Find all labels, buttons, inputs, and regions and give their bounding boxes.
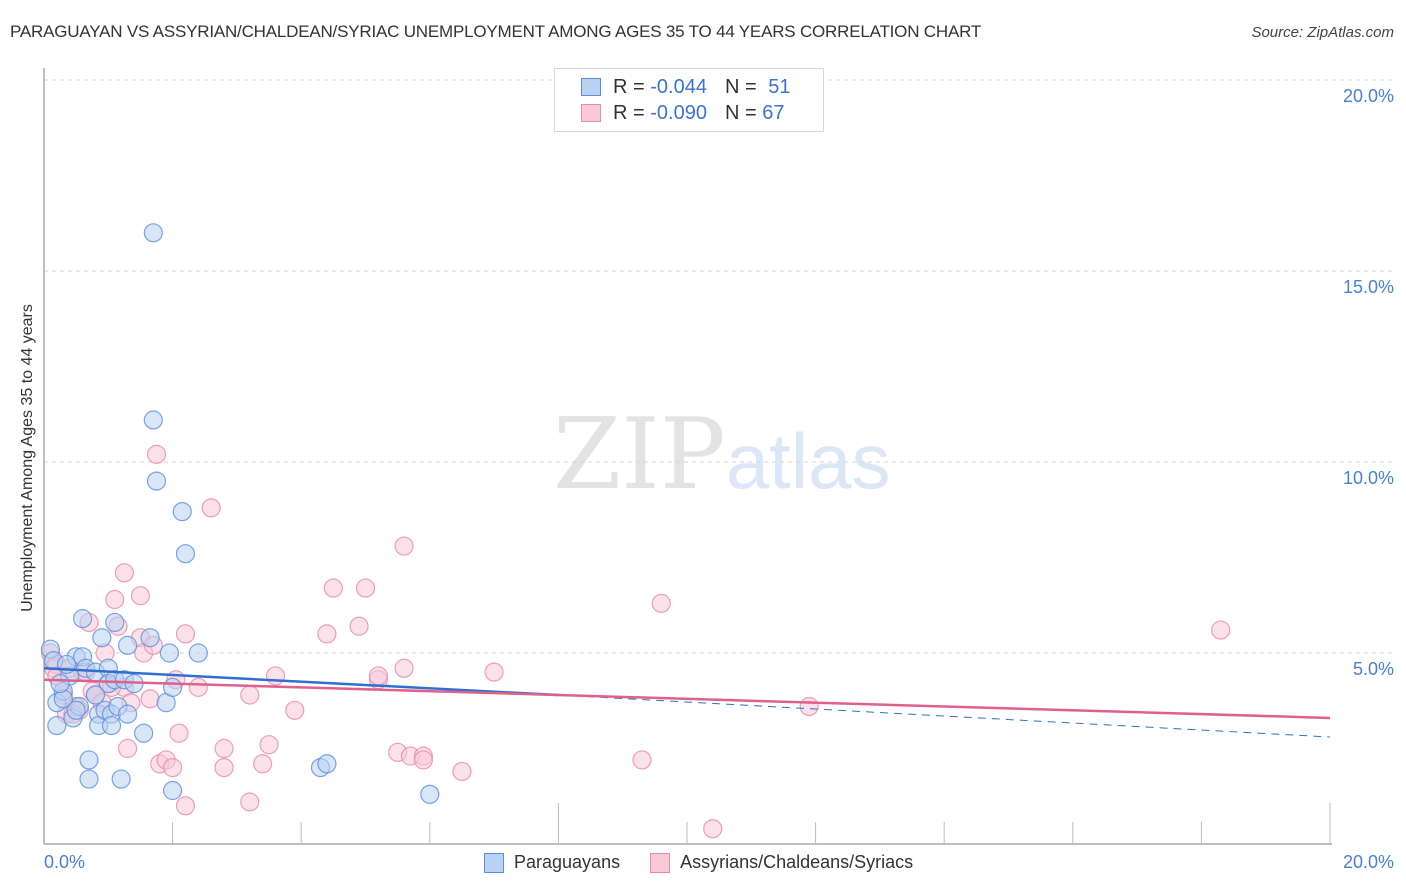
assyrians-point (349, 616, 369, 636)
paraguayans-point (79, 750, 99, 770)
assyrians-point (317, 624, 337, 644)
paraguayans-point (172, 502, 192, 522)
assyrians-point (175, 624, 196, 644)
paraguayans-point (188, 643, 208, 663)
paraguayans-point (317, 754, 337, 774)
assyrians-point (323, 578, 343, 598)
assyrians-point (201, 498, 221, 518)
paraguayans-point (146, 471, 167, 491)
assyrians-point (265, 666, 286, 686)
r-label: R = (613, 101, 645, 124)
paraguayans-swatch-icon (581, 78, 601, 96)
legend-label: Paraguayans (514, 852, 621, 872)
assyrians-point (146, 444, 167, 464)
n-label: N = (724, 101, 757, 124)
assyrians-point (394, 536, 414, 556)
n-label: N = (724, 75, 757, 98)
paraguayans-point (420, 784, 440, 804)
y-tick-10: 10.0% (1342, 468, 1394, 488)
assyrians-point (484, 662, 504, 682)
assyrians-point (355, 578, 376, 598)
y-axis-label: Unemployment Among Ages 35 to 44 years (19, 304, 36, 612)
r-value: -0.090 (650, 101, 707, 124)
paraguayans-point (159, 643, 179, 663)
x-tick-0: 0.0% (44, 852, 86, 872)
assyrians-point (259, 735, 279, 755)
paraguayans-point (50, 673, 70, 694)
n-value: 51 (768, 75, 791, 98)
paraguayans-point (163, 780, 183, 801)
paraguayans-point (92, 628, 112, 648)
paraguayans-trendline-extension (558, 694, 1331, 738)
assyrians-trendline (43, 678, 1331, 720)
paraguayans-swatch-icon (484, 852, 504, 873)
paraguayans-point (79, 769, 99, 789)
assyrians-point (632, 750, 652, 770)
legend-label: Assyrians/Chaldeans/Syriacs (680, 852, 914, 872)
assyrians-swatch-icon (581, 104, 601, 122)
assyrians-point (799, 696, 819, 717)
assyrians-point (169, 723, 189, 743)
assyrians-point (394, 658, 414, 678)
assyrians-point (651, 593, 671, 613)
paraguayans-point (72, 609, 93, 629)
assyrians-point (703, 819, 723, 839)
assyrians-swatch-icon (650, 852, 671, 873)
paraguayans-point (143, 223, 163, 243)
source-label: Source: ZipAtlas.com (1251, 24, 1394, 41)
x-tick-20: 20.0% (1342, 852, 1394, 872)
paraguayans-point (85, 685, 106, 705)
paraguayans-point (117, 704, 138, 724)
assyrians-point (175, 796, 196, 816)
assyrians-point (214, 738, 234, 759)
paraguayans-point (117, 635, 138, 655)
assyrians-point (114, 563, 134, 583)
assyrians-point (188, 677, 208, 697)
stats-legend: R = -0.044 N = 51 R = -0.090 N = 67 (554, 68, 824, 132)
assyrians-point (240, 792, 260, 812)
paraguayans-point (66, 700, 86, 720)
assyrians-point (413, 750, 433, 770)
watermark-zip: ZIP (553, 398, 726, 512)
y-tick-15: 15.0% (1342, 277, 1394, 297)
assyrians-point (163, 757, 183, 778)
watermark: ZIPatlas (553, 405, 891, 504)
series-legend: Paraguayans Assyrians/Chaldeans/Syriacs (484, 852, 943, 873)
y-tick-5: 5.0% (1352, 659, 1394, 679)
assyrians-point (452, 761, 472, 782)
legend-item-assyrians[interactable]: Assyrians/Chaldeans/Syriacs (650, 852, 913, 873)
paraguayans-point (163, 677, 183, 697)
legend-item-paraguayans[interactable]: Paraguayans (484, 852, 620, 873)
paraguayans-point (143, 410, 163, 430)
assyrians-point (105, 589, 125, 610)
assyrians-point (214, 757, 234, 778)
assyrians-point (140, 689, 160, 709)
paraguayans-point (105, 612, 125, 633)
chart-title: PARAGUAYAN VS ASSYRIAN/CHALDEAN/SYRIAC U… (10, 22, 982, 41)
assyrians-point (240, 685, 260, 705)
assyrians-point (285, 700, 305, 720)
assyrians-point (130, 586, 151, 606)
paraguayans-trendline (43, 667, 559, 697)
stats-row-assyrians: R = -0.090 N = 67 (581, 101, 784, 125)
r-value: -0.044 (650, 75, 707, 98)
paraguayans-point (134, 723, 154, 743)
assyrians-point (368, 666, 388, 686)
stats-row-paraguayans: R = -0.044 N = 51 (581, 75, 790, 99)
r-label: R = (613, 75, 645, 98)
assyrians-point (1211, 620, 1231, 640)
n-value: 67 (762, 101, 785, 124)
assyrians-point (117, 738, 138, 759)
y-tick-20: 20.0% (1342, 86, 1394, 106)
watermark-atlas: atlas (725, 417, 891, 505)
assyrians-point (253, 754, 273, 774)
paraguayans-point (140, 628, 160, 648)
paraguayans-point (47, 715, 67, 736)
paraguayans-point (175, 544, 196, 564)
paraguayans-point (101, 715, 122, 736)
paraguayans-point (111, 769, 131, 789)
